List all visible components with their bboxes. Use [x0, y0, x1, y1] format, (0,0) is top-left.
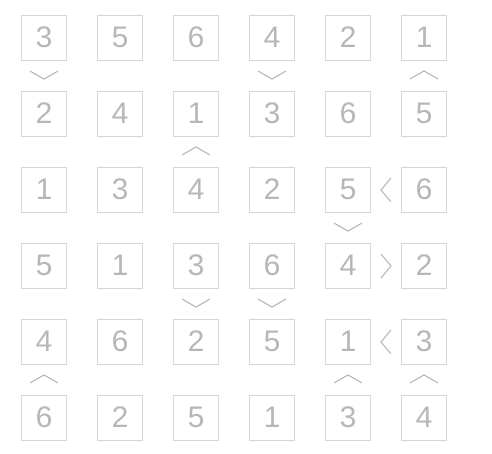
cell-r2-c4[interactable]: 3 — [249, 91, 295, 137]
cell-r2-c5[interactable]: 6 — [325, 91, 371, 137]
sign-left-r3-c5 — [380, 177, 392, 203]
cell-r3-c4[interactable]: 2 — [249, 167, 295, 213]
sign-down-r3-c5 — [333, 222, 363, 232]
sign-down-r4-c3 — [181, 298, 211, 308]
sign-up-r1-c6 — [409, 70, 439, 80]
sign-down-r1-c1 — [29, 70, 59, 80]
cell-r4-c6[interactable]: 2 — [401, 243, 447, 289]
cell-r1-c6[interactable]: 1 — [401, 15, 447, 61]
cell-r6-c1[interactable]: 6 — [21, 395, 67, 441]
cell-r2-c1[interactable]: 2 — [21, 91, 67, 137]
sign-up-r2-c3 — [181, 146, 211, 156]
sign-down-r4-c4 — [257, 298, 287, 308]
cell-r1-c1[interactable]: 3 — [21, 15, 67, 61]
cell-r4-c4[interactable]: 6 — [249, 243, 295, 289]
cell-r1-c4[interactable]: 4 — [249, 15, 295, 61]
cell-r3-c1[interactable]: 1 — [21, 167, 67, 213]
cell-r3-c6[interactable]: 6 — [401, 167, 447, 213]
cell-r3-c5[interactable]: 5 — [325, 167, 371, 213]
cell-r4-c1[interactable]: 5 — [21, 243, 67, 289]
cell-r6-c3[interactable]: 5 — [173, 395, 219, 441]
cell-r5-c6[interactable]: 3 — [401, 319, 447, 365]
cell-r6-c5[interactable]: 3 — [325, 395, 371, 441]
cell-r1-c5[interactable]: 2 — [325, 15, 371, 61]
cell-r5-c1[interactable]: 4 — [21, 319, 67, 365]
sign-up-r5-c5 — [333, 374, 363, 384]
cell-r6-c6[interactable]: 4 — [401, 395, 447, 441]
cell-r5-c3[interactable]: 2 — [173, 319, 219, 365]
sign-up-r5-c1 — [29, 374, 59, 384]
sign-left-r5-c5 — [380, 329, 392, 355]
cell-r6-c4[interactable]: 1 — [249, 395, 295, 441]
cell-r3-c2[interactable]: 3 — [97, 167, 143, 213]
cell-r4-c5[interactable]: 4 — [325, 243, 371, 289]
cell-r2-c3[interactable]: 1 — [173, 91, 219, 137]
cell-r2-c6[interactable]: 5 — [401, 91, 447, 137]
cell-r5-c4[interactable]: 5 — [249, 319, 295, 365]
cell-r3-c3[interactable]: 4 — [173, 167, 219, 213]
cell-r6-c2[interactable]: 2 — [97, 395, 143, 441]
sign-right-r4-c5 — [380, 253, 392, 279]
sign-down-r1-c4 — [257, 70, 287, 80]
cell-r2-c2[interactable]: 4 — [97, 91, 143, 137]
sign-up-r5-c6 — [409, 374, 439, 384]
cell-r5-c2[interactable]: 6 — [97, 319, 143, 365]
cell-r1-c3[interactable]: 6 — [173, 15, 219, 61]
cell-r4-c3[interactable]: 3 — [173, 243, 219, 289]
cell-r4-c2[interactable]: 1 — [97, 243, 143, 289]
cell-r5-c5[interactable]: 1 — [325, 319, 371, 365]
cell-r1-c2[interactable]: 5 — [97, 15, 143, 61]
